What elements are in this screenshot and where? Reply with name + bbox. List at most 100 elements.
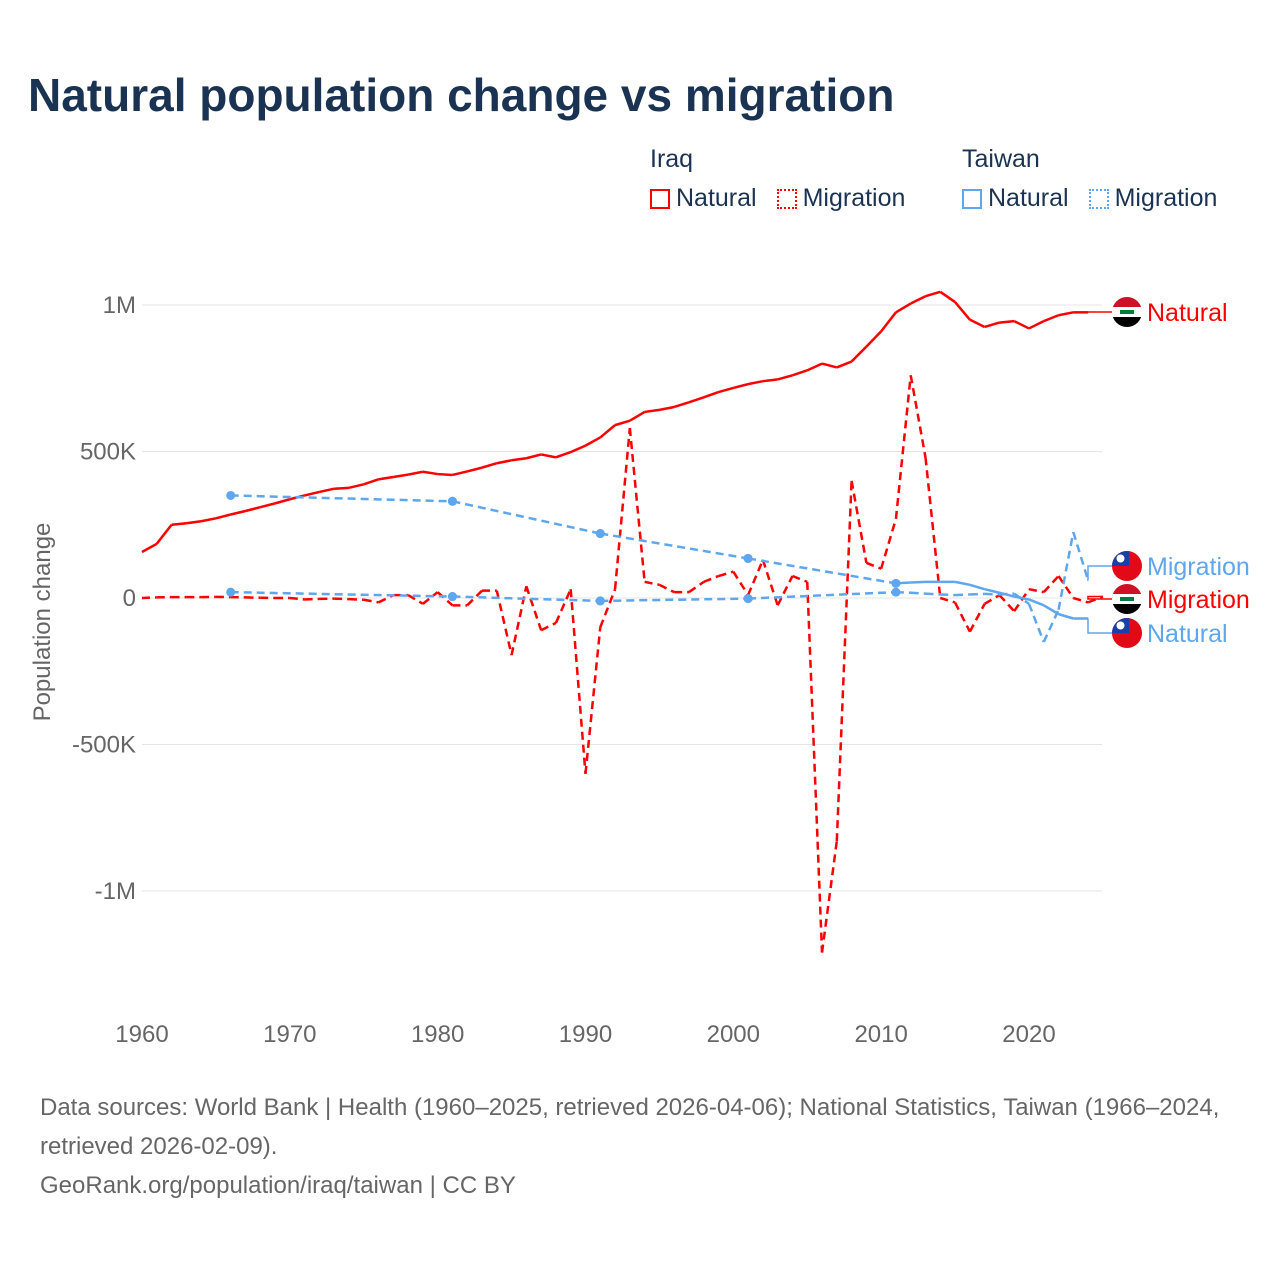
iraq-natural-segment (155, 523, 173, 545)
taiwan-migration-segment (1027, 603, 1045, 643)
iraq-natural-segment (496, 459, 512, 465)
iraq-natural-segment (466, 466, 483, 473)
iraq-migration-segment (436, 591, 454, 607)
iraq-migration-segment (939, 596, 956, 604)
iraq-natural-segment (821, 362, 838, 369)
x-tick-label: 1990 (559, 1021, 612, 1048)
taiwan-migration-segment (1057, 531, 1075, 610)
flag-body (1112, 584, 1142, 614)
source-text: Data sources: World Bank | Health (1960–… (40, 1094, 1220, 1160)
iraq-migration-segment (703, 574, 719, 584)
iraq-migration-segment (718, 570, 734, 578)
iraq-migration-segment (820, 841, 839, 953)
iraq-natural-segment (422, 470, 438, 476)
iraq-migration-segment (466, 589, 483, 607)
legend-country-taiwan: Taiwan (962, 145, 1040, 173)
iraq-natural-segment (407, 470, 424, 476)
taiwan-natural-point (595, 529, 605, 539)
legend-label: Natural (988, 184, 1069, 212)
iraq-natural-segment (378, 475, 394, 481)
taiwan-migration-segment (999, 592, 1015, 596)
iraq-natural-segment (895, 302, 912, 314)
iraq-natural-segment (747, 379, 764, 386)
iraq-migration-segment (289, 596, 305, 601)
iraq-natural-segment (629, 410, 646, 422)
iraq-natural-segment (850, 345, 868, 363)
iraq-migration-segment (644, 580, 660, 587)
flag-body (1112, 551, 1142, 581)
y-tick-label: 500K (80, 439, 136, 466)
iraq-migration-segment (1072, 596, 1089, 604)
taiwan-migration-segment (895, 590, 911, 594)
iraq-natural-segment (511, 457, 527, 462)
iraq-natural-segment (806, 362, 823, 372)
taiwan-natural-segment (895, 581, 911, 585)
y-tick-label: 1M (103, 292, 136, 319)
x-tick-label: 1960 (115, 1021, 168, 1048)
iraq-natural-segment (304, 490, 320, 497)
legend-label: Migration (1114, 184, 1218, 212)
flag-body (1112, 618, 1142, 648)
legend-country-iraq: Iraq (650, 145, 694, 173)
iraq-migration-segment (554, 588, 572, 624)
iraq-natural-segment (836, 360, 853, 369)
iraq-natural-segment (584, 436, 601, 447)
attribution-link[interactable]: GeoRank.org/population/iraq/taiwan | CC … (40, 1172, 516, 1199)
iraq-natural-segment (762, 378, 778, 383)
iraq-natural-segment (215, 513, 232, 520)
iraq-migration-segment (540, 621, 557, 632)
iraq-migration-segment (835, 480, 853, 842)
x-tick-label: 2000 (707, 1021, 760, 1048)
iraq-natural-segment (673, 401, 690, 409)
legend-item-taiwan-natural[interactable]: Natural (962, 184, 1069, 213)
iraq-natural-segment (245, 505, 261, 513)
taiwan-migration-segment (955, 593, 970, 597)
legend-item-iraq-natural[interactable]: Natural (650, 184, 757, 213)
x-tick-label: 1980 (411, 1021, 464, 1048)
taiwan-natural-segment (747, 557, 897, 585)
y-tick-label: 0 (123, 585, 136, 612)
taiwan-natural-point (743, 553, 753, 563)
iraq-natural-segment (792, 369, 808, 377)
iraq-natural-segment (481, 462, 498, 469)
taiwan-migration-point (743, 594, 753, 604)
iraq-migration-segment (865, 561, 882, 570)
iraq-migration-segment (363, 598, 379, 604)
taiwan-migration-point (447, 592, 457, 602)
iraq-migration-segment (658, 583, 675, 594)
legend-label: Migration (802, 184, 906, 212)
taiwan-natural-segment (1028, 598, 1045, 607)
legend-item-iraq-migration[interactable]: Migration (776, 184, 906, 213)
x-tick-label: 2010 (854, 1021, 907, 1048)
end-label-iraq-natural: Natural (1147, 299, 1228, 327)
iraq-flag-icon (1112, 584, 1142, 614)
taiwan-migration-segment (748, 590, 896, 600)
flag-stripe (1112, 604, 1142, 614)
iraq-migration-segment (407, 593, 424, 605)
taiwan-flag-icon (1112, 551, 1142, 581)
taiwan-migration-segment (910, 591, 926, 595)
iraq-migration-segment (1028, 587, 1045, 594)
iraq-migration-segment (1042, 575, 1060, 593)
taiwan-migration-point (595, 596, 605, 606)
taiwan-natural-segment (452, 500, 601, 535)
iraq-migration-segment (348, 597, 364, 602)
iraq-natural-segment (540, 453, 557, 459)
legend-item-taiwan-migration[interactable]: Migration (1088, 184, 1218, 213)
taiwan-natural-segment (1058, 612, 1074, 620)
iraq-natural-segment (910, 295, 927, 305)
iraq-natural-segment (1043, 314, 1060, 323)
taiwan-migration-segment (984, 592, 1000, 596)
iraq-natural-segment (703, 390, 719, 399)
taiwan-natural-segment (954, 580, 971, 587)
iraq-natural-segment (452, 470, 468, 477)
flag-stripe (1112, 584, 1142, 594)
x-tick-label: 2020 (1002, 1021, 1055, 1048)
iraq-migration-segment (776, 575, 794, 606)
iraq-natural-segment (969, 318, 986, 329)
dotted-swatch-icon (1088, 188, 1109, 209)
iraq-migration-segment (983, 593, 1001, 605)
iraq-migration-segment (599, 588, 617, 628)
taiwan-migration-segment (940, 593, 956, 597)
taiwan-natural-segment (984, 587, 1000, 594)
